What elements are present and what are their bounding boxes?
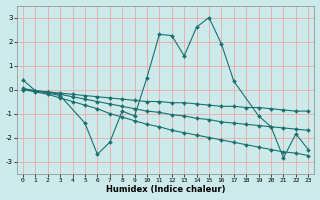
X-axis label: Humidex (Indice chaleur): Humidex (Indice chaleur) xyxy=(106,185,225,194)
